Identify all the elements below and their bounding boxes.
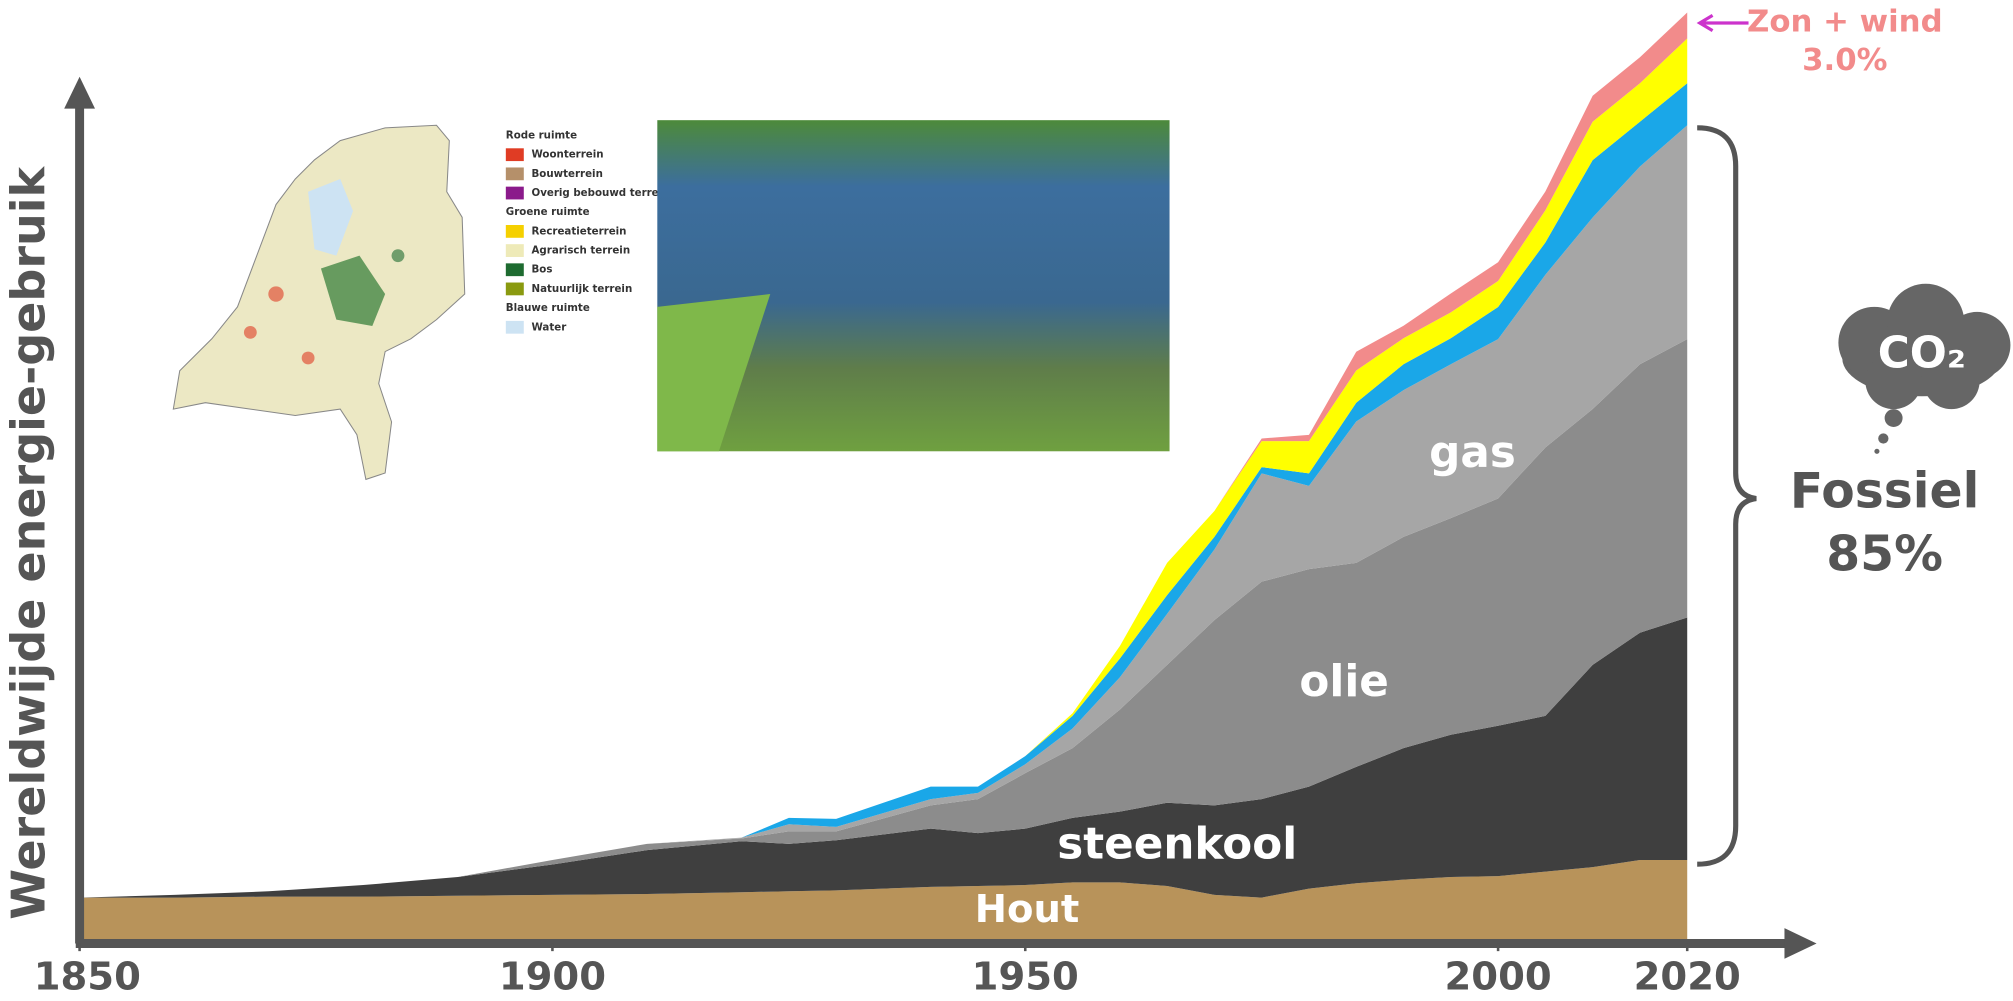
y-axis-label: Wereldwijde energie-gebruik — [2, 166, 56, 920]
legend-label: Recreatieterrein — [531, 225, 626, 237]
legend-title: Rode ruimte — [506, 130, 577, 142]
area — [79, 617, 1688, 898]
x-tick-label: 1850 — [34, 955, 141, 1000]
area — [79, 125, 1688, 898]
y-axis-arrow — [64, 76, 96, 109]
co2-cloud — [1838, 283, 2011, 454]
legend-title: Blauwe ruimte — [506, 302, 590, 314]
legend-label: Bos — [531, 264, 552, 276]
legend-swatch — [505, 244, 524, 257]
legend-label: Overig bebouwd terrein — [531, 187, 669, 199]
x-tick-label: 2000 — [1445, 955, 1552, 1000]
legend-title: Groene ruimte — [506, 206, 590, 218]
legend-label: Water — [531, 321, 567, 333]
legend-swatch — [505, 282, 524, 296]
legend-label: Agrarisch terrein — [531, 245, 630, 257]
plot-area — [79, 12, 1688, 940]
series-label: steenkool — [1057, 819, 1297, 869]
legend-swatch — [505, 263, 524, 277]
annotation: 3.0% — [1802, 42, 1887, 78]
x-tick-label: 1950 — [972, 955, 1079, 1000]
axes — [75, 102, 1791, 948]
map-legend: Rode ruimte Woonterrein Bouwterrein Overig … — [505, 130, 669, 334]
series-label: Zon + wind — [1747, 4, 1943, 40]
annotation: Fossiel — [1790, 464, 1979, 520]
legend-swatch — [505, 167, 524, 181]
aerial-photo — [657, 120, 1170, 452]
annotation: CO₂ — [1878, 328, 1966, 378]
x-axis-arrow — [1784, 928, 1817, 959]
area — [79, 339, 1688, 898]
legend-swatch — [505, 225, 524, 238]
x-tick-label: 2020 — [1634, 955, 1741, 1000]
legend-swatch — [505, 148, 524, 162]
series-label: Hout — [975, 887, 1080, 932]
legend-label: Bouwterrein — [531, 168, 602, 180]
legend-label: Woonterrein — [531, 149, 603, 161]
legend-label: Natuurlijk terrein — [531, 283, 632, 295]
legend-swatch — [505, 186, 524, 200]
area — [79, 859, 1688, 940]
netherlands-map — [172, 124, 466, 481]
arrow — [1696, 13, 1749, 33]
legend-swatch — [505, 320, 524, 334]
series-label: olie — [1299, 657, 1389, 707]
annotation: 85% — [1826, 526, 1943, 582]
series-label: gas — [1429, 428, 1516, 478]
fossil-bracket — [1697, 125, 1757, 867]
x-tick-label: 1900 — [499, 955, 606, 1000]
